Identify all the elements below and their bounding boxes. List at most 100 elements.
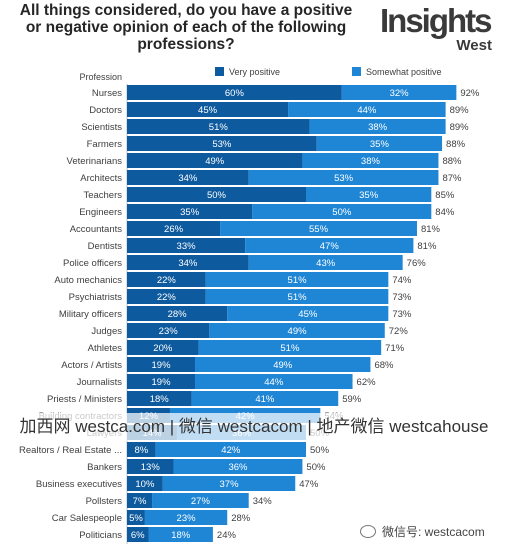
chart-title-line-2: or negative opinion of each of the follo… xyxy=(25,19,347,36)
data-label-very-positive: 7% xyxy=(133,496,147,507)
bar-somewhat-positive xyxy=(191,391,339,406)
bar-very-positive xyxy=(127,357,196,372)
legend-swatch-very-positive xyxy=(215,67,224,76)
data-label-somewhat-positive: 44% xyxy=(264,377,284,388)
data-label-very-positive: 23% xyxy=(159,326,179,337)
data-label-somewhat-positive: 36% xyxy=(228,462,248,473)
category-label: Scientists xyxy=(81,122,122,133)
data-label-very-positive: 19% xyxy=(152,377,172,388)
data-label-very-positive: 22% xyxy=(157,292,177,303)
chart-title-line-1: All things considered, do you have a pos… xyxy=(19,2,353,19)
category-label: Veterinarians xyxy=(67,156,123,167)
bar-very-positive xyxy=(127,153,303,168)
watermark-banner: 加西网 westca.com | 微信 westcacom | 地产微信 wes… xyxy=(0,413,508,441)
bar-somewhat-positive xyxy=(252,204,432,219)
bar-very-positive xyxy=(127,510,145,525)
data-label-somewhat-positive: 37% xyxy=(220,479,240,490)
bar-somewhat-positive xyxy=(195,357,371,372)
wechat-tag: 微信号: westcacom xyxy=(360,522,485,542)
category-label: Realtors / Real Estate ... xyxy=(19,445,122,456)
category-label: Psychiatrists xyxy=(69,292,123,303)
data-label-very-positive: 19% xyxy=(152,360,172,371)
data-label-very-positive: 18% xyxy=(150,394,170,405)
category-label: Dentists xyxy=(88,241,123,252)
data-label-total: 50% xyxy=(310,445,330,456)
bar-somewhat-positive xyxy=(227,306,389,321)
data-label-somewhat-positive: 38% xyxy=(361,156,381,167)
bar-very-positive xyxy=(127,187,306,202)
bar-somewhat-positive xyxy=(245,238,414,253)
data-label-total: 89% xyxy=(450,122,470,133)
bar-somewhat-positive xyxy=(173,459,303,474)
data-label-total: 76% xyxy=(407,258,427,269)
bar-somewhat-positive xyxy=(144,510,228,525)
wechat-id-text: 微信号: westcacom xyxy=(382,525,485,539)
bar-somewhat-positive xyxy=(195,374,353,389)
bar-very-positive xyxy=(127,289,206,304)
data-label-total: 73% xyxy=(392,309,412,320)
bar-somewhat-positive xyxy=(341,85,457,100)
category-label: Nurses xyxy=(92,88,122,99)
category-label: Engineers xyxy=(79,207,122,218)
bar-somewhat-positive xyxy=(205,289,389,304)
category-axis-label: Profession xyxy=(79,72,122,82)
data-label-total: 34% xyxy=(253,496,273,507)
data-label-total: 89% xyxy=(450,105,470,116)
data-label-very-positive: 26% xyxy=(164,224,184,235)
legend-label-very-positive: Very positive xyxy=(229,67,280,77)
bar-somewhat-positive xyxy=(205,272,389,287)
category-label: Doctors xyxy=(89,105,122,116)
data-label-total: 88% xyxy=(446,139,466,150)
data-label-total: 50% xyxy=(306,462,326,473)
bar-somewhat-positive xyxy=(302,153,439,168)
data-label-somewhat-positive: 32% xyxy=(390,88,410,99)
category-label: Police officers xyxy=(63,258,122,269)
data-label-total: 71% xyxy=(385,343,405,354)
bar-very-positive xyxy=(127,119,310,134)
data-label-somewhat-positive: 53% xyxy=(334,173,354,184)
data-label-very-positive: 60% xyxy=(225,88,245,99)
category-label: Architects xyxy=(80,173,122,184)
data-label-total: 72% xyxy=(389,326,409,337)
bar-very-positive xyxy=(127,476,163,491)
category-label: Car Salespeople xyxy=(52,513,122,524)
data-label-somewhat-positive: 45% xyxy=(298,309,318,320)
data-label-very-positive: 22% xyxy=(157,275,177,286)
data-label-total: 59% xyxy=(342,394,362,405)
data-label-total: 68% xyxy=(374,360,394,371)
logo-main-text: Insights xyxy=(380,2,493,39)
data-label-somewhat-positive: 51% xyxy=(288,275,308,286)
chart-title: All things considered, do you have a pos… xyxy=(0,2,372,53)
category-label: Pollsters xyxy=(86,496,123,507)
data-label-somewhat-positive: 49% xyxy=(273,360,293,371)
insights-west-logo: Insights West xyxy=(380,4,502,56)
data-label-somewhat-positive: 51% xyxy=(280,343,300,354)
bar-very-positive xyxy=(127,527,149,542)
category-label: Bankers xyxy=(87,462,122,473)
data-label-somewhat-positive: 18% xyxy=(171,530,191,541)
data-label-somewhat-positive: 49% xyxy=(288,326,308,337)
data-label-total: 73% xyxy=(392,292,412,303)
bar-very-positive xyxy=(127,391,192,406)
data-label-very-positive: 51% xyxy=(209,122,229,133)
data-label-very-positive: 50% xyxy=(207,190,227,201)
bar-somewhat-positive xyxy=(198,340,382,355)
bar-somewhat-positive xyxy=(155,442,306,457)
bar-somewhat-positive xyxy=(209,323,385,338)
data-label-very-positive: 34% xyxy=(178,173,198,184)
data-label-somewhat-positive: 43% xyxy=(316,258,336,269)
bar-very-positive xyxy=(127,102,289,117)
bar-very-positive xyxy=(127,255,249,270)
bar-very-positive xyxy=(127,340,199,355)
category-label: Accountants xyxy=(70,224,123,235)
category-label: Actors / Artists xyxy=(61,360,122,371)
data-label-somewhat-positive: 44% xyxy=(357,105,377,116)
data-label-total: 28% xyxy=(231,513,251,524)
data-label-total: 92% xyxy=(460,88,480,99)
category-label: Politicians xyxy=(79,530,122,541)
bar-very-positive xyxy=(127,442,156,457)
bar-very-positive xyxy=(127,238,246,253)
bar-very-positive xyxy=(127,306,228,321)
bar-very-positive xyxy=(127,272,206,287)
